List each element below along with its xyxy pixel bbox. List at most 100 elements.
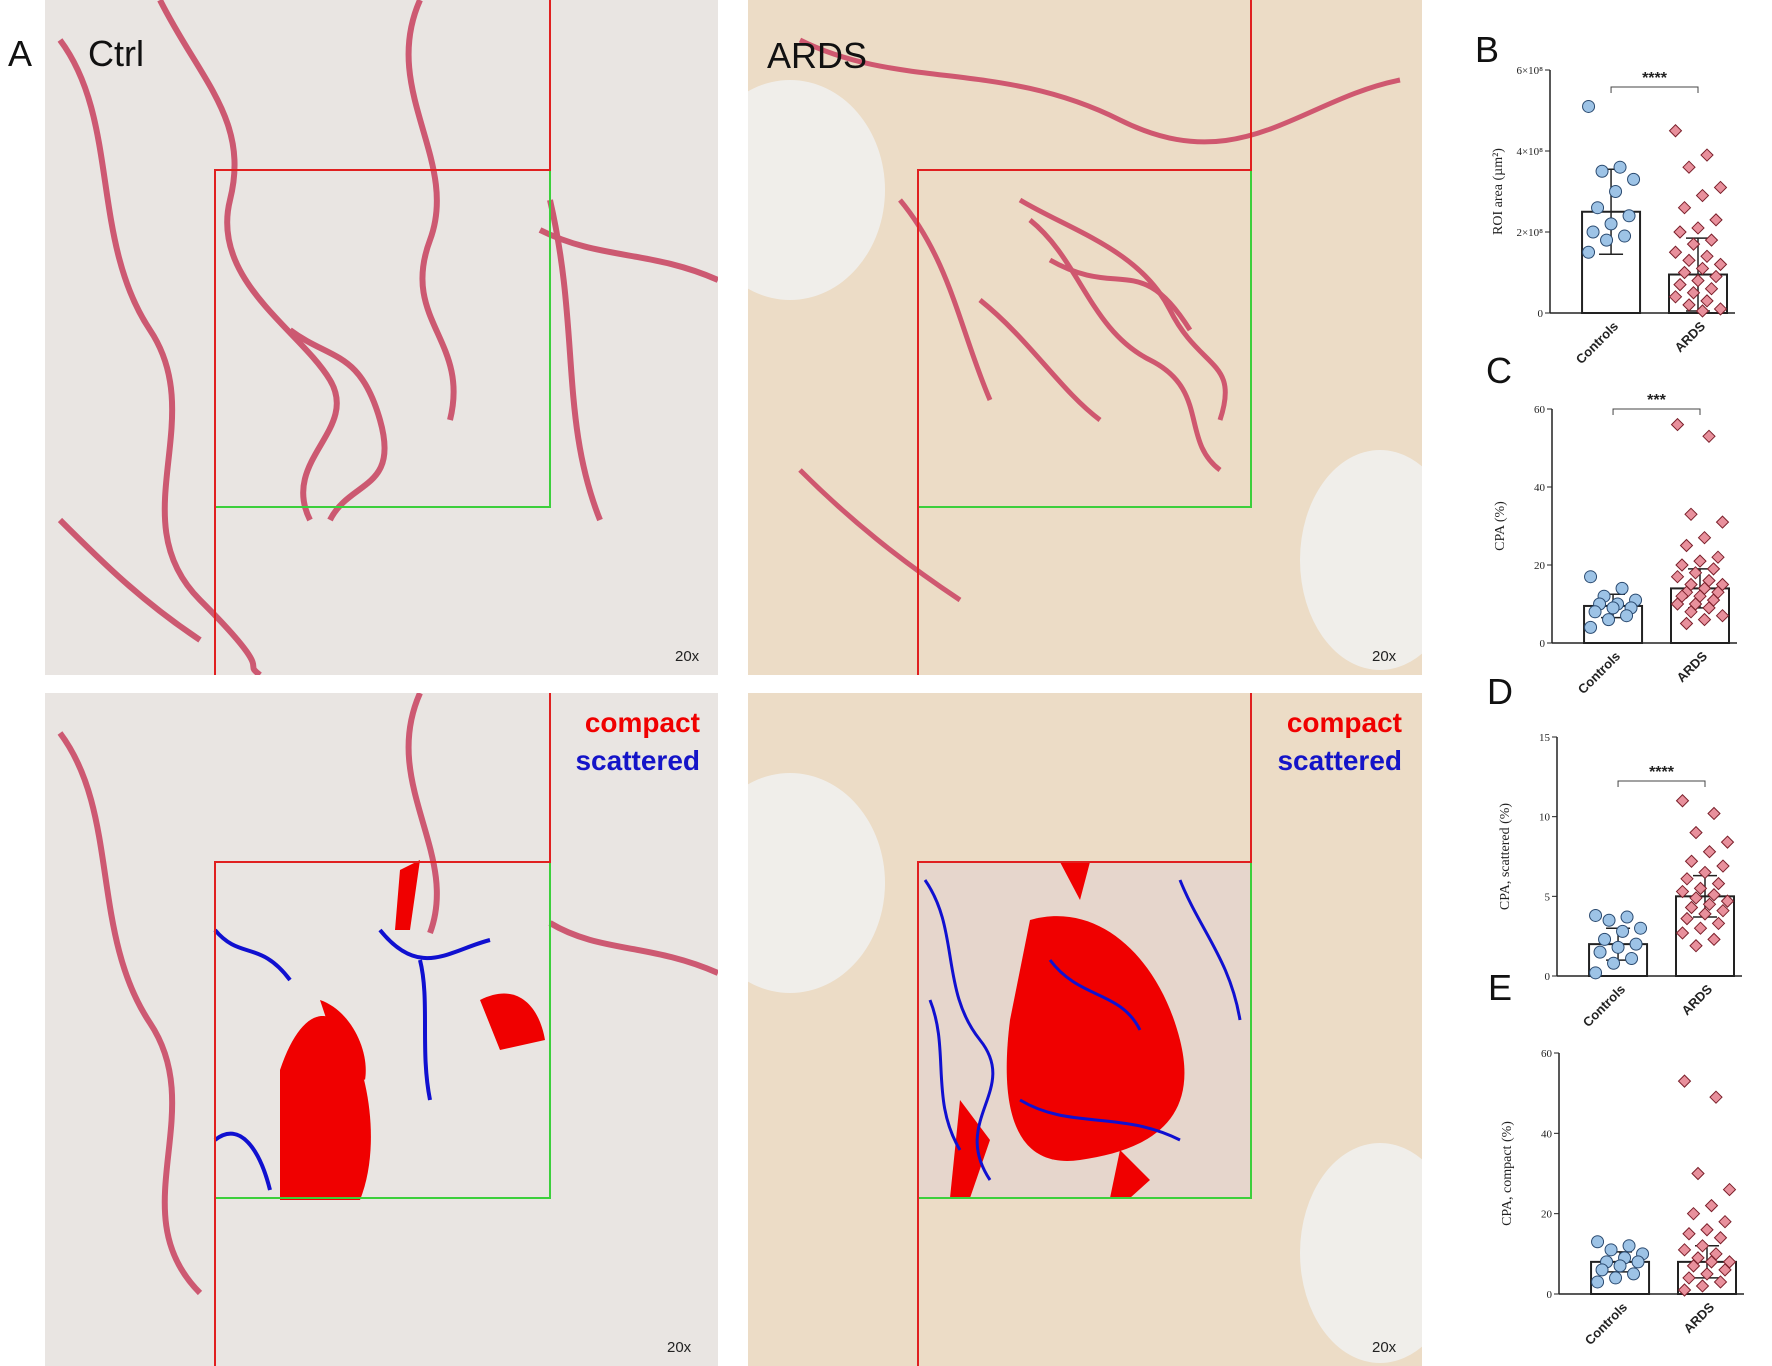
data-point <box>1631 1255 1645 1269</box>
y-tick-label: 15 <box>1539 732 1551 744</box>
data-point <box>1675 794 1690 808</box>
data-point <box>1679 616 1694 631</box>
data-point <box>1716 859 1730 873</box>
data-point <box>1622 209 1636 223</box>
data-point <box>1702 601 1716 615</box>
significance: **** <box>1642 70 1668 87</box>
data-point <box>1609 185 1623 198</box>
data-point <box>1675 926 1690 940</box>
data-point <box>1593 945 1607 959</box>
data-point <box>1722 1182 1737 1197</box>
data-point <box>1684 900 1699 915</box>
data-point <box>1704 1255 1719 1269</box>
y-tick-label: 60 <box>1534 404 1546 416</box>
data-point <box>1706 562 1721 576</box>
significance-bracket <box>1617 780 1706 787</box>
data-point <box>1700 249 1714 264</box>
data-point <box>1707 932 1721 947</box>
data-point <box>1595 1263 1609 1277</box>
data-point <box>1709 269 1723 284</box>
data-point <box>1704 1198 1719 1213</box>
data-point <box>1618 229 1632 243</box>
micrograph-ctrl <box>45 0 718 675</box>
data-point <box>1682 298 1696 312</box>
data-point <box>1613 1259 1627 1273</box>
panel-label: A <box>8 33 32 74</box>
data-point <box>1684 854 1699 868</box>
data-point <box>1602 613 1616 627</box>
data-point <box>1715 515 1730 529</box>
y-tick-label: 2×10⁸ <box>1516 227 1543 239</box>
data-point <box>1693 554 1707 568</box>
data-point <box>1582 99 1596 113</box>
data-point <box>1588 605 1602 619</box>
data-point <box>1689 825 1703 840</box>
data-point <box>1607 956 1621 970</box>
data-point <box>1711 916 1726 931</box>
magnification: 20x <box>667 1339 692 1356</box>
y-tick-label: 0 <box>1540 638 1546 650</box>
data-point <box>1598 932 1612 946</box>
micrograph-ards <box>748 0 1422 675</box>
y-tick-label: 6×10⁸ <box>1516 65 1543 77</box>
data-point <box>1584 570 1598 584</box>
data-point <box>1620 910 1634 924</box>
data-point <box>1684 605 1698 619</box>
data-point <box>1702 429 1716 444</box>
significance: **** <box>1649 764 1675 781</box>
data-point <box>1670 597 1685 611</box>
data-point <box>1695 261 1710 276</box>
data-point <box>1713 257 1728 272</box>
y-tick-label: 20 <box>1534 560 1546 572</box>
data-point <box>1602 913 1616 927</box>
data-point <box>1700 1223 1714 1237</box>
data-point <box>1688 566 1703 580</box>
significance: *** <box>1647 392 1666 409</box>
y-tick-label: 40 <box>1541 1128 1553 1140</box>
data-point <box>1589 908 1603 922</box>
data-point <box>1707 888 1721 902</box>
x-tick-label: ARDS <box>1673 648 1710 685</box>
data-point <box>1622 1239 1636 1253</box>
data-point <box>1718 1214 1732 1229</box>
significance-bracket <box>1610 86 1699 93</box>
data-point <box>1616 924 1630 938</box>
x-tick-label: Controls <box>1575 649 1623 697</box>
data-point <box>1698 865 1712 880</box>
data-point <box>1682 1227 1696 1241</box>
panel-label: D <box>1487 671 1513 712</box>
data-point <box>1704 233 1719 247</box>
y-tick-label: 5 <box>1545 891 1551 903</box>
data-point <box>1595 164 1609 178</box>
data-point <box>1682 1271 1696 1285</box>
data-point <box>1709 213 1723 227</box>
data-point <box>1695 188 1710 203</box>
data-point <box>1682 253 1696 268</box>
data-point <box>1606 601 1620 615</box>
data-point <box>1679 538 1694 553</box>
magnification: 20x <box>675 648 700 665</box>
data-point <box>1677 265 1692 280</box>
legend-scattered: scattered <box>575 745 700 776</box>
data-point <box>1704 281 1719 296</box>
data-point <box>1673 225 1687 239</box>
data-point <box>1670 417 1685 432</box>
data-point <box>1682 160 1696 174</box>
y-tick-label: 0 <box>1545 971 1551 983</box>
data-point <box>1716 903 1730 918</box>
data-point <box>1715 608 1730 623</box>
data-point <box>1677 1074 1692 1088</box>
y-axis-label: ROI area (µm²) <box>1491 148 1506 235</box>
data-point <box>1615 581 1629 595</box>
data-point <box>1691 273 1705 288</box>
data-point <box>1689 939 1703 953</box>
y-tick-label: 10 <box>1539 812 1551 824</box>
data-point <box>1702 897 1717 912</box>
data-point <box>1711 876 1726 891</box>
y-axis-label: CPA, scattered (%) <box>1498 803 1513 911</box>
data-point <box>1582 245 1596 259</box>
data-point <box>1713 1275 1728 1289</box>
x-tick-label: ARDS <box>1680 1299 1717 1336</box>
data-point <box>1584 620 1598 634</box>
data-point <box>1695 304 1710 318</box>
